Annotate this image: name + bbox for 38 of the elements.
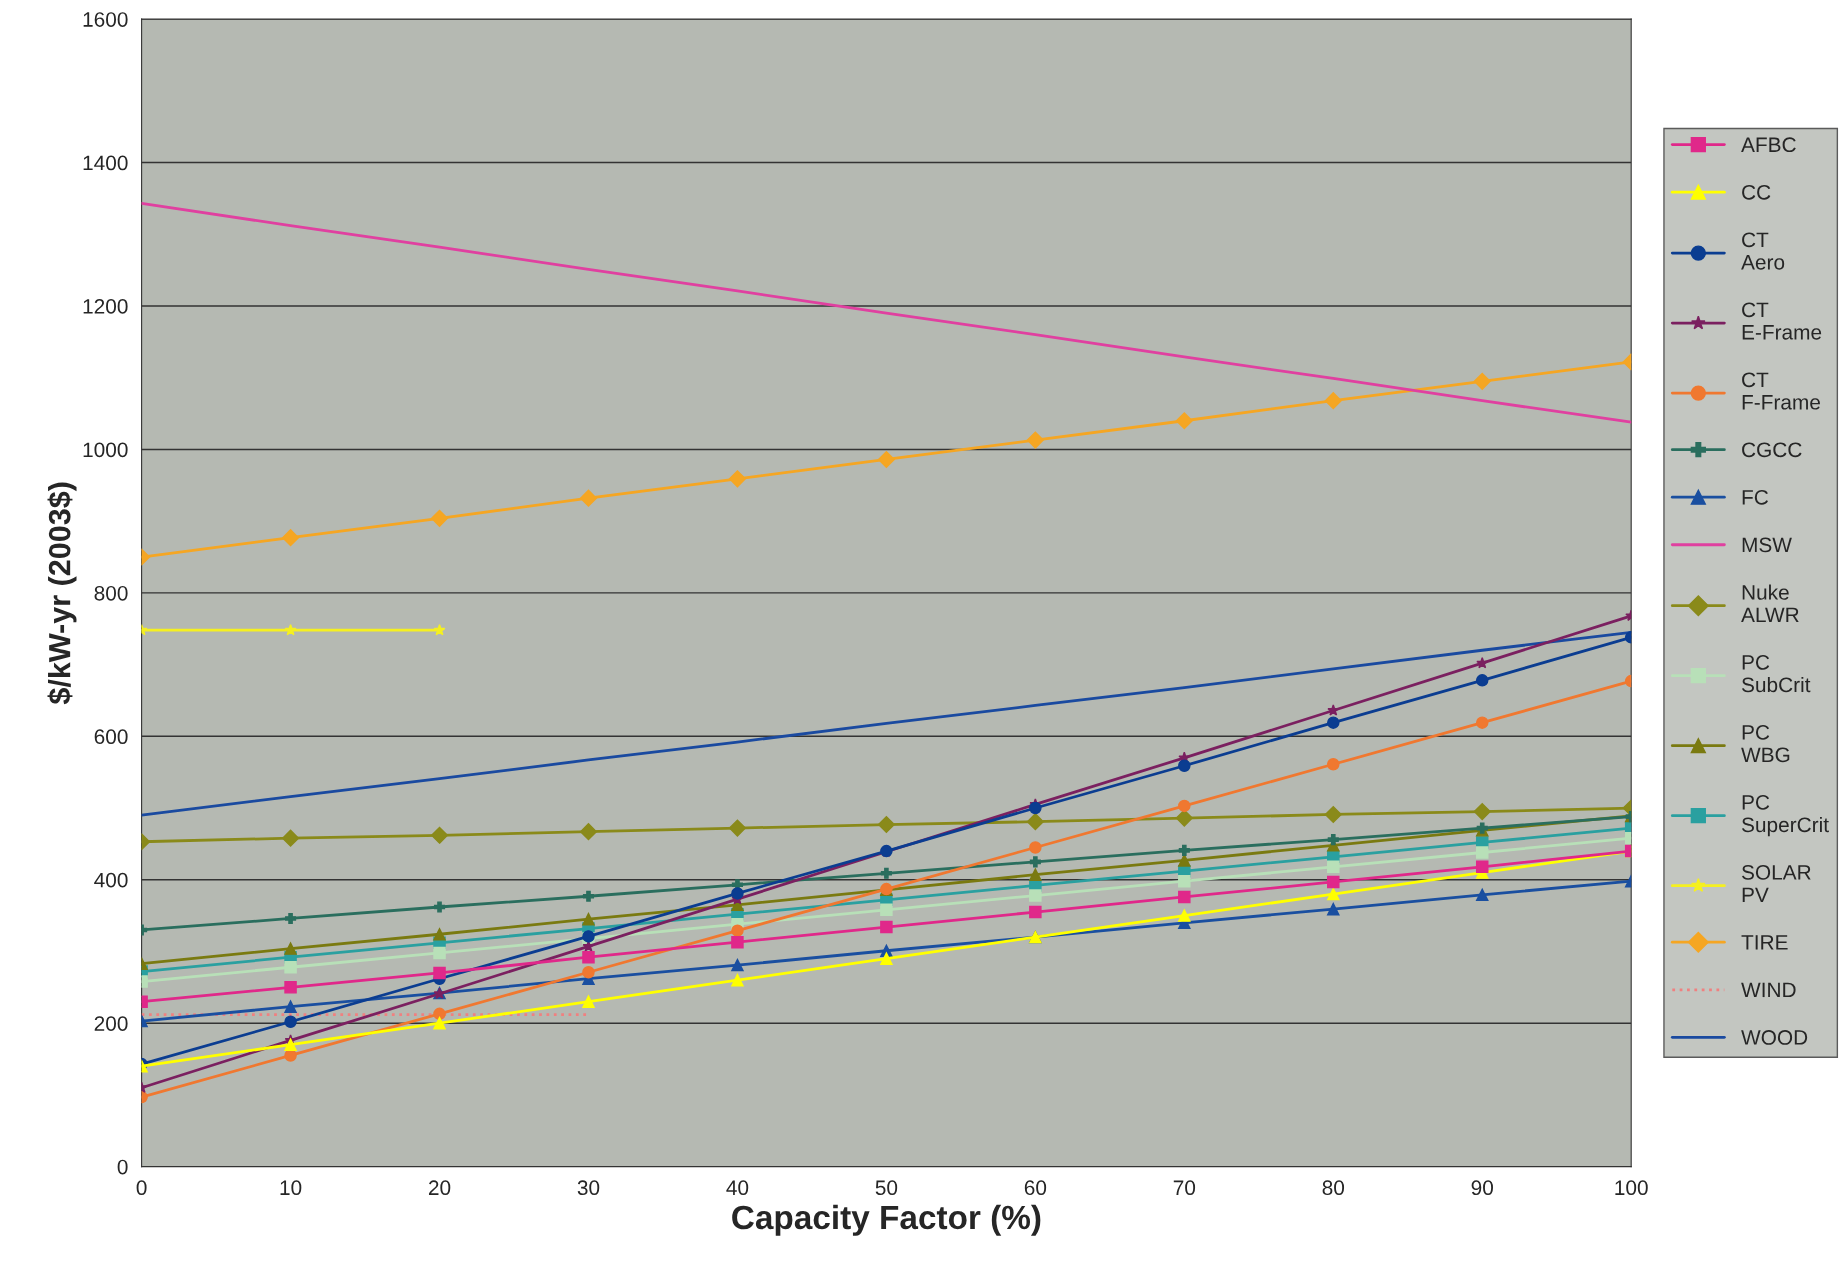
y-tick-label: 400 xyxy=(94,872,128,888)
legend-label: CT Aero xyxy=(1741,232,1785,270)
y-tick-label: 0 xyxy=(117,1159,128,1175)
y-tick-label: 1400 xyxy=(83,155,128,171)
legend-label: AFBC xyxy=(1741,137,1796,153)
legend-label: FC xyxy=(1742,489,1769,505)
y-tick-label: 1000 xyxy=(83,442,128,458)
x-axis-title: Capacity Factor (%) xyxy=(732,1204,1041,1236)
x-tick-label: 0 xyxy=(136,1180,147,1196)
legend-label: MSW xyxy=(1742,537,1792,553)
legend-label: PC SuperCrit xyxy=(1741,795,1829,837)
y-tick-label: 200 xyxy=(94,1016,128,1031)
legend-label: CT F-Frame xyxy=(1742,372,1820,410)
x-tick-label: 70 xyxy=(1173,1180,1196,1196)
legend-label: WIND xyxy=(1741,982,1796,998)
x-tick-label: 20 xyxy=(428,1180,451,1196)
legend-label: PC SubCrit xyxy=(1741,655,1811,693)
legend-label: CT E-Frame xyxy=(1742,302,1822,340)
y-tick-label: 800 xyxy=(94,585,128,601)
x-tick-label: 40 xyxy=(726,1180,749,1196)
y-tick-label: 1200 xyxy=(83,299,128,314)
legend-label: CC xyxy=(1742,184,1771,200)
y-tick-label: 1600 xyxy=(83,12,128,27)
x-tick-label: 10 xyxy=(280,1180,302,1196)
x-tick-label: 50 xyxy=(875,1180,898,1196)
legend-label: PC WBG xyxy=(1741,725,1790,763)
y-axis-title: $/kW-yr (2003$) xyxy=(47,482,77,705)
x-tick-label: 100 xyxy=(1615,1180,1648,1196)
x-tick-label: 90 xyxy=(1471,1180,1494,1196)
legend-label: TIRE xyxy=(1741,935,1788,950)
y-tick-label: 600 xyxy=(94,729,128,745)
legend-label: Nuke ALWR xyxy=(1741,584,1799,623)
legend-label: CGCC xyxy=(1742,442,1802,458)
x-tick-label: 80 xyxy=(1322,1180,1345,1196)
x-tick-label: 60 xyxy=(1024,1180,1047,1196)
legend-label: SOLAR PV xyxy=(1741,864,1811,902)
x-tick-label: 30 xyxy=(577,1180,600,1196)
legend-label: WOOD xyxy=(1741,1030,1808,1045)
